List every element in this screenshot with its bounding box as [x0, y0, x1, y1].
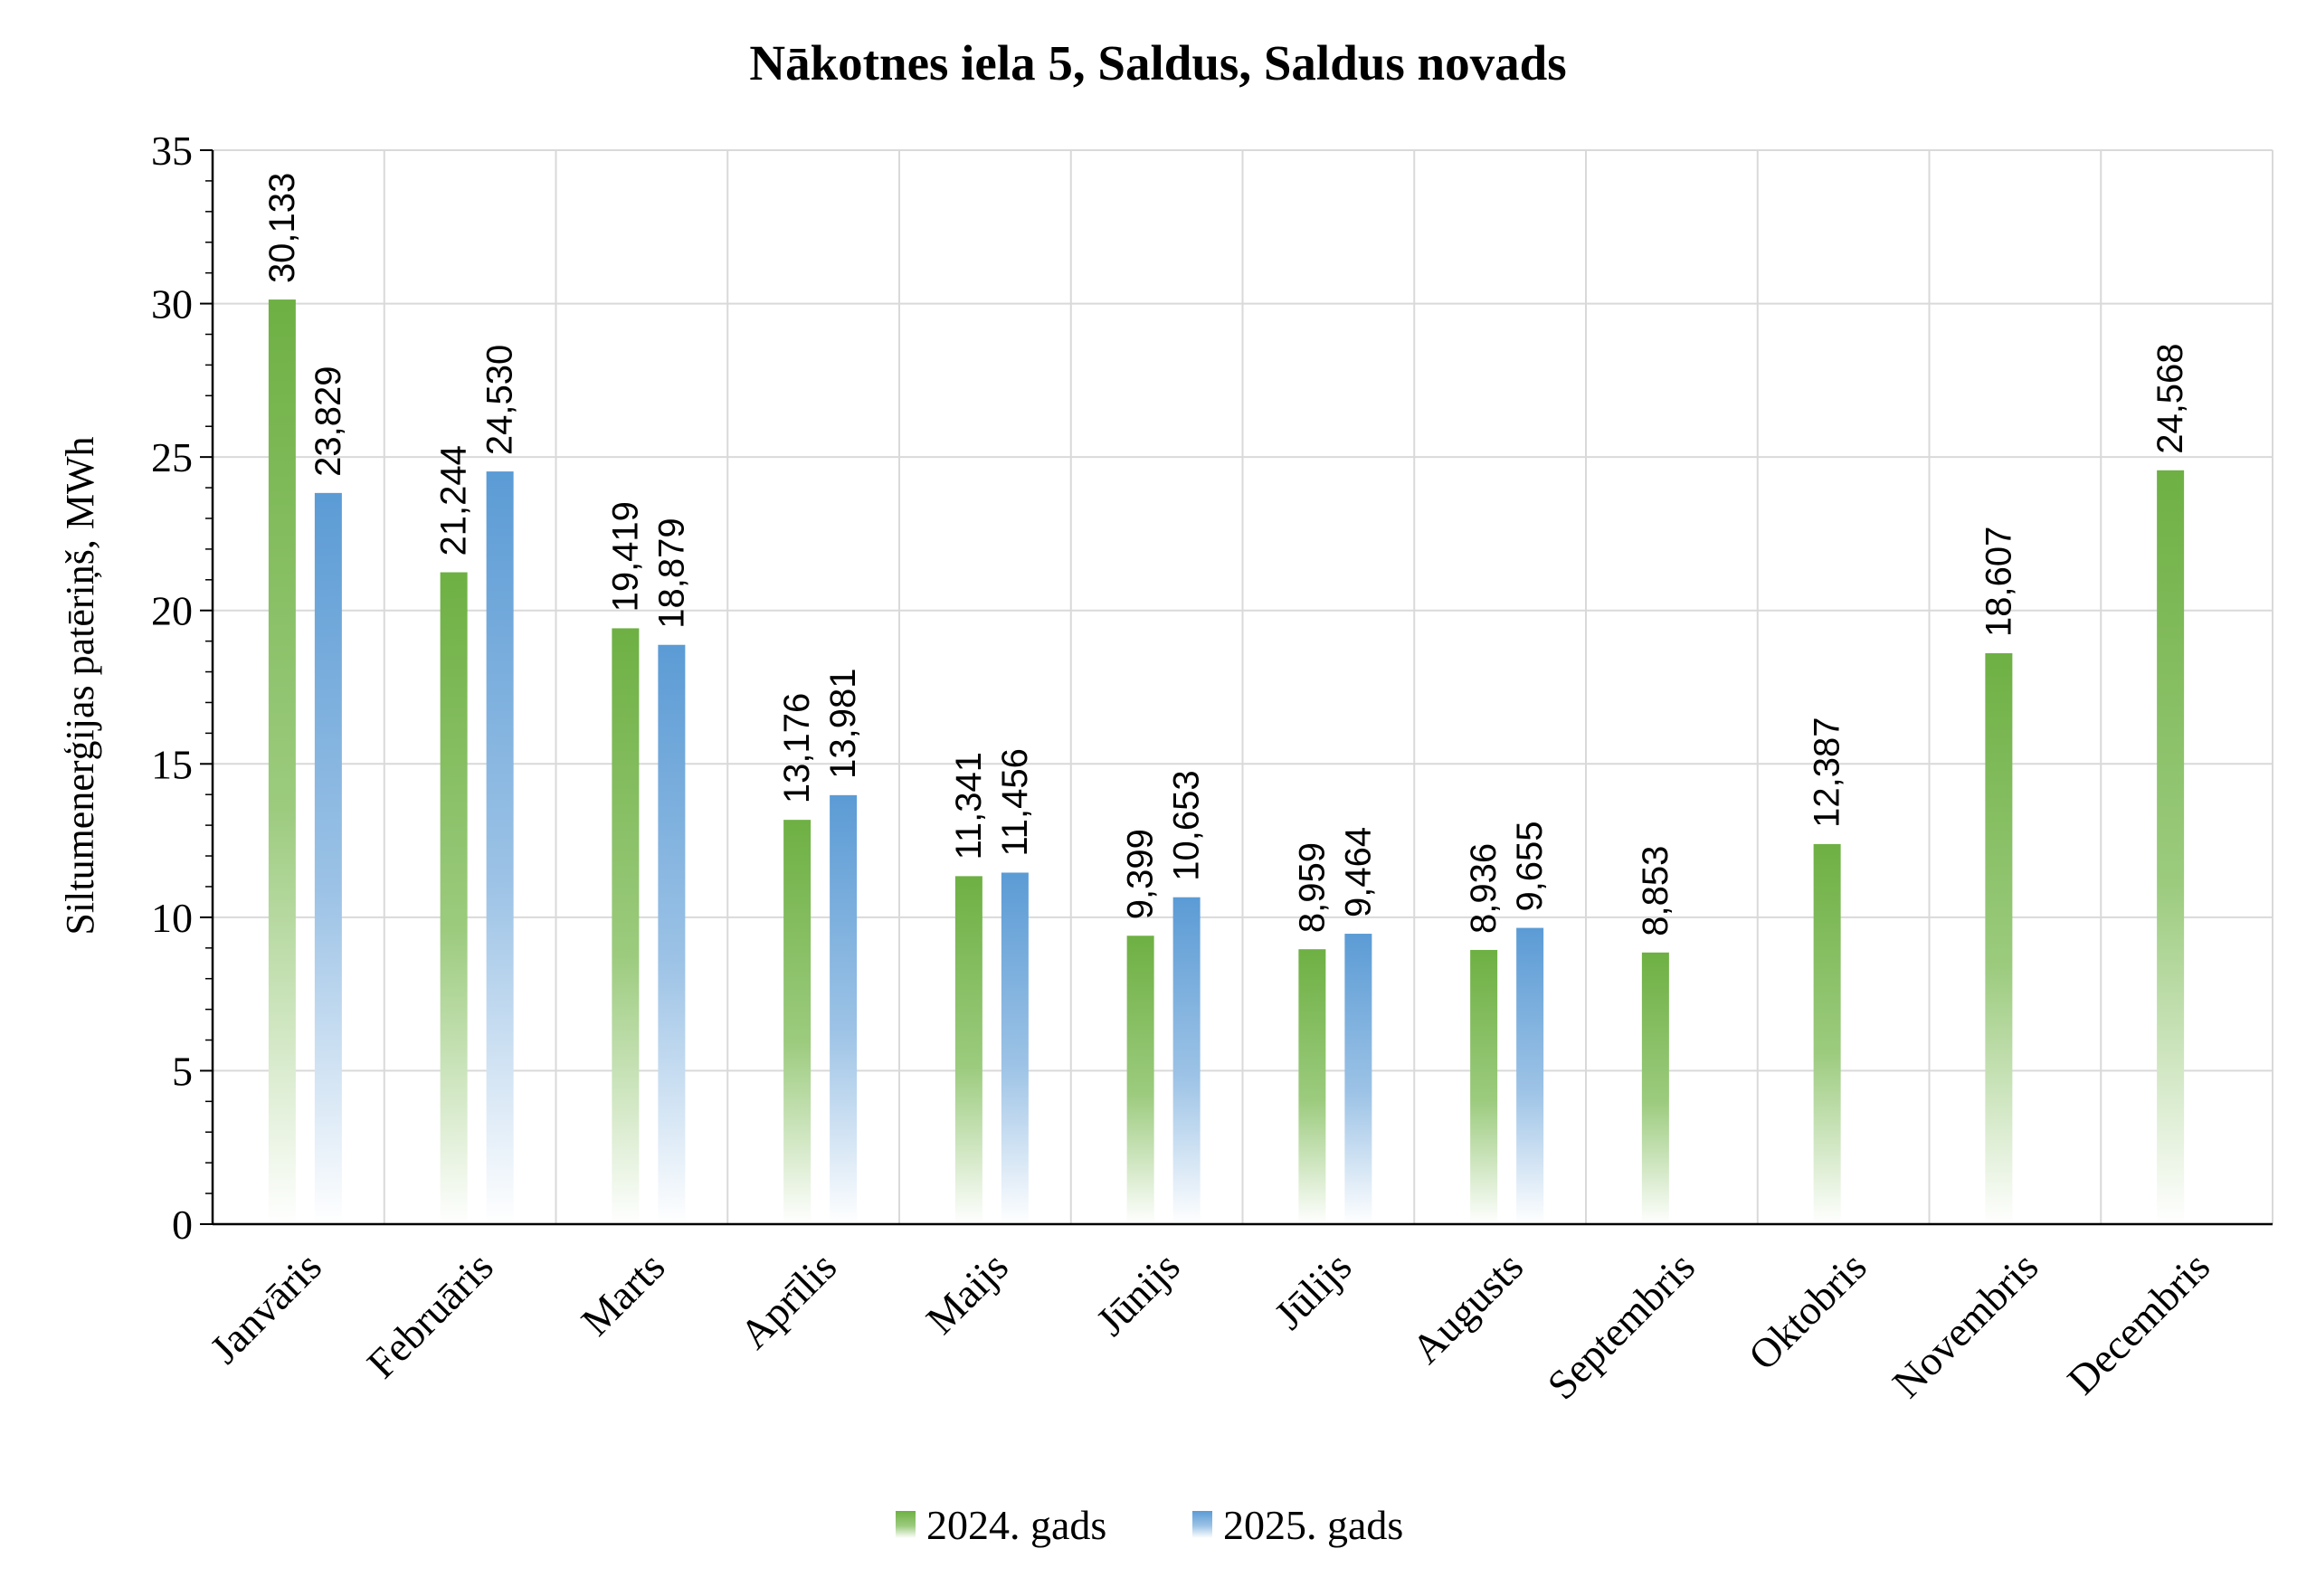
y-tick-label-10: 10	[151, 895, 193, 941]
bars	[268, 299, 2185, 1225]
x-tick-label-10: Novembris	[1884, 1243, 2047, 1407]
legend-label-2025: 2025. gads	[1223, 1502, 1403, 1548]
bar-2025-4	[1001, 872, 1029, 1224]
bar-2024-6	[1298, 949, 1326, 1224]
y-tick-label-15: 15	[151, 741, 193, 787]
data-label-2024-4: 11,341	[949, 752, 989, 860]
y-axis-ticks: 0 5 10 15 20 25 30 35	[151, 128, 213, 1248]
x-tick-label-9: Oktobris	[1740, 1243, 1875, 1379]
y-axis-label: Siltumenerģijas patēriņš, MWh	[58, 436, 102, 935]
data-label-2025-4: 11,456	[995, 748, 1035, 856]
data-label-2025-1: 24,530	[480, 345, 520, 455]
y-tick-label-20: 20	[151, 588, 193, 634]
data-label-2024-0: 30,133	[262, 173, 302, 283]
data-label-2025-3: 13,981	[823, 669, 863, 779]
x-tick-label-4: Maijs	[917, 1243, 1017, 1343]
legend-label-2024: 2024. gads	[926, 1502, 1106, 1548]
y-tick-label-30: 30	[151, 281, 193, 328]
x-axis-tick-labels: Janvāris Februāris Marts Aprīlis Maijs Jūnijs…	[201, 1243, 2218, 1408]
data-label-2024-1: 21,244	[434, 445, 474, 556]
x-tick-label-6: Jūlijs	[1266, 1243, 1361, 1338]
data-label-2025-5: 10,653	[1167, 770, 1207, 880]
bar-2024-9	[1813, 843, 1841, 1224]
y-tick-label-0: 0	[172, 1202, 193, 1248]
bar-2025-3	[830, 794, 858, 1224]
bar-2024-11	[2157, 470, 2185, 1224]
bar-2024-10	[1985, 652, 2013, 1224]
x-tick-label-11: Decembris	[2058, 1243, 2218, 1403]
grid-lines	[213, 149, 2273, 1224]
bar-2025-6	[1344, 934, 1372, 1224]
x-tick-label-5: Jūnijs	[1087, 1243, 1189, 1344]
bar-2025-0	[314, 492, 342, 1224]
x-tick-label-2: Marts	[572, 1243, 673, 1344]
legend-swatch-2025	[1192, 1511, 1212, 1538]
data-label-2025-2: 18,879	[651, 518, 691, 628]
data-label-2024-9: 12,387	[1808, 717, 1847, 828]
y-tick-label-5: 5	[172, 1048, 193, 1094]
x-tick-label-1: Februāris	[358, 1243, 502, 1387]
axes	[211, 150, 2273, 1226]
bar-2024-0	[268, 299, 296, 1225]
bar-2024-2	[612, 628, 640, 1224]
x-tick-label-7: Augusts	[1402, 1243, 1532, 1373]
x-tick-label-0: Janvāris	[201, 1243, 330, 1373]
data-label-2025-0: 23,829	[308, 366, 348, 477]
bar-2024-1	[440, 572, 468, 1224]
data-label-2024-2: 19,419	[605, 501, 645, 612]
legend-swatch-2024	[896, 1511, 916, 1538]
data-label-2024-3: 13,176	[777, 693, 817, 803]
chart-title: Nākotnes iela 5, Saldus, Saldus novads	[749, 35, 1566, 90]
bar-2025-5	[1172, 897, 1201, 1224]
bar-2025-7	[1516, 927, 1544, 1224]
data-label-2024-5: 9,399	[1121, 829, 1161, 919]
bar-2024-4	[954, 876, 982, 1224]
data-label-2024-6: 8,959	[1292, 842, 1332, 933]
data-label-2025-7: 9,655	[1510, 821, 1550, 911]
bar-2024-5	[1126, 936, 1154, 1224]
data-label-2024-11: 24,568	[2150, 343, 2190, 453]
bar-2025-1	[486, 471, 514, 1224]
bar-2024-3	[783, 820, 812, 1224]
data-label-2025-6: 9,464	[1338, 827, 1378, 917]
legend: 2024. gads 2025. gads	[896, 1502, 1403, 1548]
y-tick-label-25: 25	[151, 434, 193, 480]
bar-2024-8	[1641, 952, 1669, 1224]
data-label-2024-10: 18,607	[1979, 527, 2018, 637]
bar-2024-7	[1470, 949, 1498, 1224]
bar-2025-2	[658, 644, 686, 1224]
x-tick-label-8: Septembris	[1539, 1243, 1704, 1408]
data-label-2024-7: 8,936	[1464, 843, 1504, 934]
y-tick-label-35: 35	[151, 128, 193, 174]
x-tick-label-3: Aprīlis	[731, 1243, 845, 1357]
data-label-2024-8: 8,853	[1636, 846, 1675, 936]
